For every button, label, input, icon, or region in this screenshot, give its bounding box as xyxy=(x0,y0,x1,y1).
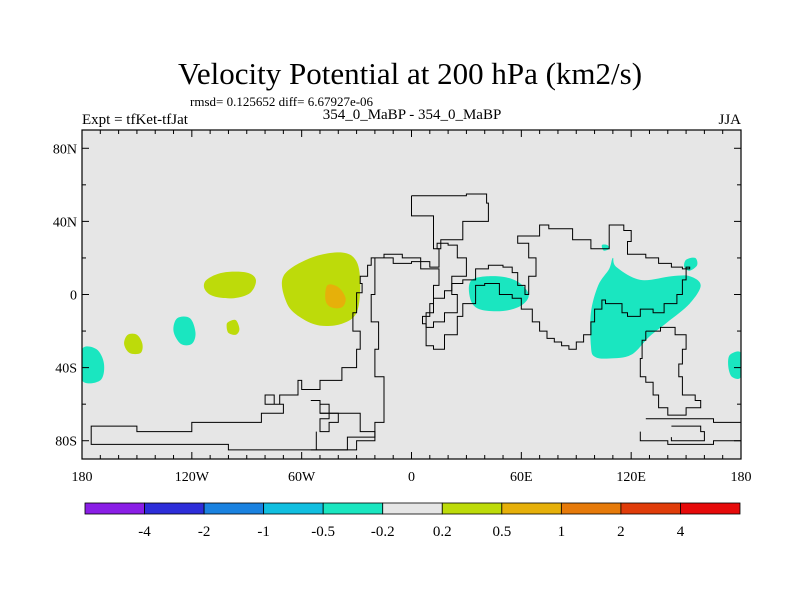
colorbar-label-7: 0.5 xyxy=(492,524,511,540)
colorbar-box-6 xyxy=(382,502,443,515)
colorbar-box-2 xyxy=(144,502,205,515)
colorbar-box-5 xyxy=(322,502,384,515)
contour-region-5 xyxy=(226,319,240,335)
colorbar-box-1 xyxy=(84,502,145,515)
colorbar-label-1: -4 xyxy=(138,524,151,540)
colorbar-label-9: 2 xyxy=(617,524,625,540)
contour-region-6 xyxy=(173,316,196,346)
colorbar-box-10 xyxy=(620,502,681,515)
contour-region-7 xyxy=(82,346,105,384)
y-tick-label-3: 0 xyxy=(70,289,77,304)
y-tick-label-5: 80S xyxy=(55,435,77,450)
colorbar: -4 -2 -1 -0.5 -0.2 0.2 0.5 1 2 4 xyxy=(84,502,741,540)
x-tick-label-2: 120W xyxy=(175,470,210,485)
y-tick-label-2: 40N xyxy=(53,215,77,230)
contour-region-3 xyxy=(203,271,256,299)
colorbar-box-4 xyxy=(263,502,324,515)
x-tick-label-4: 0 xyxy=(408,470,415,485)
colorbar-box-11 xyxy=(680,502,741,515)
coastline-1 xyxy=(411,193,489,250)
colorbar-label-8: 1 xyxy=(558,524,566,540)
x-tick-label-3: 60W xyxy=(288,470,316,485)
case-label: 354_0_MaBP - 354_0_MaBP xyxy=(323,107,502,123)
experiment-label: Expt = tfKet-tfJat xyxy=(82,112,189,128)
colorbar-label-10: 4 xyxy=(677,524,685,540)
colorbar-label-4: -0.5 xyxy=(311,524,335,540)
contour-region-8 xyxy=(728,351,741,379)
colorbar-box-9 xyxy=(560,502,622,515)
colorbar-label-6: 0.2 xyxy=(433,524,452,540)
coastline-8 xyxy=(670,425,705,442)
map-panel xyxy=(81,129,742,460)
contour-region-4 xyxy=(124,333,143,355)
y-tick-label-4: 40S xyxy=(55,362,77,377)
coastline-7 xyxy=(639,418,741,445)
colorbar-label-3: -1 xyxy=(257,524,270,540)
colorbar-box-7 xyxy=(441,502,503,515)
map-content xyxy=(82,193,741,451)
x-tick-label-5: 60E xyxy=(510,470,533,485)
contour-region-2 xyxy=(325,284,346,309)
coastline-5 xyxy=(425,224,691,350)
contour-region-10 xyxy=(590,257,701,359)
x-axis: 180 120W 60W 0 60E 120E 180 xyxy=(72,130,752,485)
coastline-2 xyxy=(90,242,467,451)
colorbar-box-8 xyxy=(501,502,562,515)
season-label: JJA xyxy=(718,112,741,128)
colorbar-label-2: -2 xyxy=(198,524,211,540)
coastline-6 xyxy=(639,326,702,416)
coastline-4 xyxy=(310,412,376,451)
colorbar-label-5: -0.2 xyxy=(371,524,395,540)
stats-text: rmsd= 0.125652 diff= 6.67927e-06 xyxy=(190,94,374,109)
x-tick-label-1: 180 xyxy=(72,470,93,485)
y-axis: 80N 40N 0 40S 80S xyxy=(53,142,741,450)
x-tick-label-6: 120E xyxy=(616,470,646,485)
y-tick-label-1: 80N xyxy=(53,142,77,157)
chart-title: Velocity Potential at 200 hPa (km2/s) xyxy=(178,56,642,91)
colorbar-box-3 xyxy=(203,502,265,515)
x-tick-label-7: 180 xyxy=(731,470,752,485)
